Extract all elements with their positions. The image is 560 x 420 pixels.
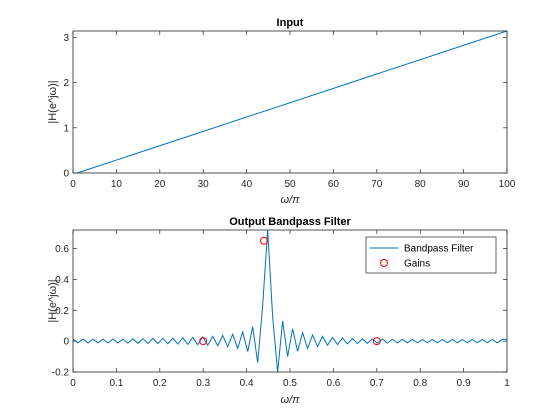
output-ytick-label: -0.2	[52, 368, 70, 379]
output-xlabel: ω/π	[281, 394, 301, 406]
output-ylabel: |H(e^jω)|	[47, 279, 59, 322]
input-ytick-label: 3	[63, 33, 69, 44]
input-xtick-label: 50	[284, 179, 296, 190]
output-ytick-label: 0.6	[55, 244, 69, 255]
input-ytick-label: 2	[63, 78, 69, 89]
input-xtick-label: 30	[198, 179, 210, 190]
input-title: Input	[277, 17, 304, 29]
output-xtick-label: 0.3	[196, 378, 210, 389]
gain-marker	[199, 337, 208, 346]
input-axes-box	[72, 30, 508, 174]
output-axes-box	[72, 229, 508, 373]
output-title: Output Bandpass Filter	[229, 216, 351, 228]
input-line	[77, 30, 508, 174]
output-xtick-label: 0.9	[457, 378, 471, 389]
output-xtick-label: 1	[504, 378, 510, 389]
output-xtick-label: 0.6	[326, 378, 340, 389]
input-ytick-label: 1	[63, 123, 69, 134]
input-ticks: 0 10 20 30 40 50 60 70 80 90 100 0 1 2 3	[63, 31, 516, 190]
input-xtick-label: 70	[371, 179, 383, 190]
input-xtick-label: 10	[111, 179, 123, 190]
output-axes: 0 0.1 0.2 0.3 0.4 0.5 0.6 0.7 0.8 0.9 1-0.200.20.4…	[47, 216, 510, 406]
legend-marker-swatch	[380, 259, 388, 267]
input-axes: 0 10 20 30 40 50 60 70 80 90 100 0 1 2 3 Input ω/π |H(…	[47, 17, 516, 206]
legend-box	[365, 236, 497, 274]
input-ytick-label: 0	[63, 169, 69, 180]
output-xtick-label: 0.5	[283, 378, 297, 389]
input-xtick-label: 0	[70, 179, 76, 190]
input-xtick-label: 90	[458, 179, 470, 190]
output-ytick-label: 0.4	[55, 275, 69, 286]
gain-marker	[372, 337, 381, 346]
input-ylabel: |H(e^jω)|	[47, 80, 59, 123]
output-ytick-label: 0.2	[55, 306, 69, 317]
bandpass-filter-line	[73, 230, 507, 372]
output-xtick-label: 0.4	[240, 378, 254, 389]
output-xtick-label: 0.8	[413, 378, 427, 389]
output-ticks: 0 0.1 0.2 0.3 0.4 0.5 0.6 0.7 0.8 0.9 1-0.200.20.4…	[52, 230, 510, 389]
gain-marker	[259, 236, 268, 245]
legend-entry-bandpass: Bandpass Filter	[404, 244, 474, 255]
output-ytick-label: 0	[63, 337, 69, 348]
output-clip	[73, 230, 507, 372]
input-xtick-label: 100	[499, 179, 516, 190]
input-xlabel: ω/π	[281, 194, 301, 206]
input-xtick-label: 40	[241, 179, 253, 190]
output-xtick-label: 0.2	[153, 378, 167, 389]
input-xtick-label: 60	[328, 179, 340, 190]
input-series	[77, 30, 508, 174]
output-xtick-label: 0.1	[109, 378, 123, 389]
output-xtick-label: 0.7	[370, 378, 384, 389]
input-xtick-label: 20	[154, 179, 166, 190]
output-series	[73, 230, 507, 372]
output-xtick-label: 0	[70, 378, 76, 389]
input-xtick-label: 80	[415, 179, 427, 190]
legend-entry-gains: Gains	[404, 259, 430, 270]
legend: Bandpass Filter Gains	[365, 236, 497, 274]
